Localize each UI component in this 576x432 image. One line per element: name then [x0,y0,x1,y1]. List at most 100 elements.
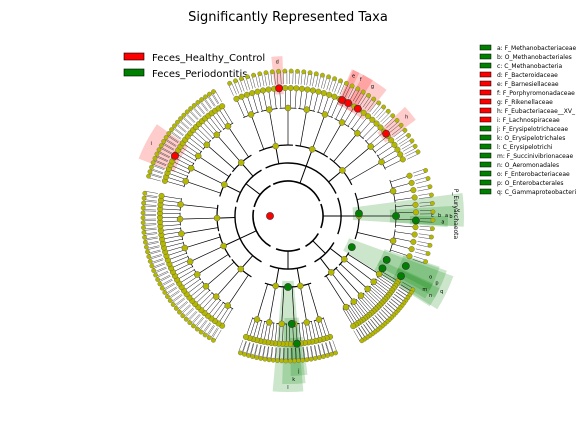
genus-branch [207,95,215,107]
genus-branch [396,134,408,142]
clade-letter-q: q [440,289,443,295]
genus-branch [253,344,258,357]
genus-branch [418,236,432,240]
family-branch [376,276,394,289]
phylum-arc-5 [275,248,301,252]
genus-branch [363,324,371,336]
genus-branch [312,73,315,87]
genus-node [269,69,275,75]
family-branch [218,108,230,126]
order-node [375,270,383,278]
order-branch [323,122,343,155]
family-branch [263,322,268,342]
family-branch [369,286,386,300]
genus-branch [306,346,309,360]
family-branch [249,318,256,339]
order-node [253,316,261,323]
family-branch [190,132,206,147]
genus-branch [276,71,279,85]
genus-node [338,78,343,84]
clade-highlight-n [374,259,440,307]
genus-node [141,195,147,201]
family-node [412,224,419,231]
class-arc-1 [236,169,262,203]
family-branch [346,306,359,324]
genus-branch [376,108,386,119]
genus-node [275,358,280,363]
clade-letter-j: j [297,369,299,375]
genus-node [291,358,297,364]
genus-branch [298,71,300,85]
family-branch [164,180,185,187]
genus-branch [266,346,269,360]
genus-branch [309,72,313,86]
family-branch [374,280,391,294]
family-branch [378,274,396,287]
family-branch [201,295,216,311]
order-node [357,292,365,299]
taxa-key-label-q: q: C_Gammaproteobacteria [497,189,576,196]
family-branch [214,304,227,322]
family-branch [166,249,186,257]
genus-node [141,230,147,235]
genus-node [191,103,197,108]
genus-branch [145,191,158,194]
family-branch [313,91,319,112]
clade-highlights [138,56,465,392]
genus-node [143,239,148,245]
genus-branch [144,236,158,240]
family-branch [162,235,182,240]
family-branch [392,243,412,250]
genus-branch [334,80,340,93]
family-branch [331,98,340,118]
genus-node [320,72,325,78]
genus-branch [378,110,388,120]
family-branch [301,323,305,343]
genus-branch [192,107,201,118]
family-node [309,87,316,94]
family-branch [267,322,272,343]
family-branch [361,294,376,310]
significant-node-d [275,84,283,93]
phylum-arc-0 [272,180,321,202]
significant-node-m [397,272,405,280]
genus-branch [159,147,172,155]
genus-node [263,70,269,76]
family-node [320,90,327,97]
order-node [303,106,311,113]
clade-letter-l: l [287,385,288,391]
genus-branch [239,79,245,92]
genus-branch [279,347,281,361]
genus-node [170,302,176,307]
genus-branch [390,298,401,308]
genus-node [172,123,177,129]
family-branch [246,94,254,114]
family-node [315,88,322,95]
genus-node [429,234,434,240]
genus-branch [306,72,309,86]
genus-node [333,350,338,356]
family-node [408,179,415,186]
order-branch [291,286,295,324]
family-branch [317,93,325,113]
family-node [265,86,272,93]
genus-branch [402,144,415,152]
genus-branch [367,100,376,111]
genus-branch [250,343,255,357]
taxa-key-label-i: i: F_Lachnospiraceae [497,117,560,124]
genus-branch [155,156,168,162]
significant-node-k [287,320,296,328]
clade-letter-m: m [422,287,427,293]
family-node [406,172,413,179]
genus-node [385,108,391,114]
genus-branch [158,276,171,283]
ring-letter-a: a [445,213,448,219]
order-branch [340,263,368,290]
genus-node [258,356,264,361]
genus-node [296,358,301,363]
genus-branch [153,160,166,166]
genus-branch [384,117,395,127]
family-node [410,187,417,194]
family-branch [179,272,197,284]
family-branch [178,149,196,161]
